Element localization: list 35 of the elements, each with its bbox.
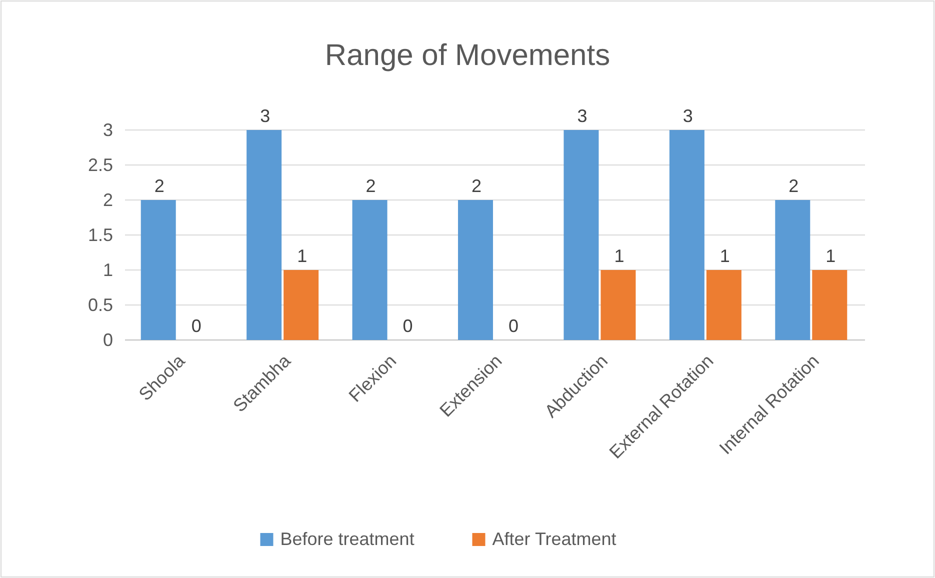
y-tick-label: 1 [102,260,113,280]
data-label: 2 [366,176,376,196]
legend-label: After Treatment [492,529,616,549]
bar [812,270,848,340]
data-label: 3 [260,106,270,126]
bar [458,200,493,340]
legend-label: Before treatment [280,529,414,549]
data-label: 0 [191,316,202,336]
data-label: 3 [577,106,588,126]
bar [284,270,319,340]
y-tick-label: 0 [102,330,113,350]
data-label: 2 [788,176,799,196]
data-label: 0 [402,316,413,336]
data-label: 1 [297,246,308,266]
data-label: 0 [508,316,519,336]
y-tick-label: 3 [102,120,113,140]
bar [140,200,176,340]
data-label: 2 [471,176,482,196]
data-label: 1 [826,246,836,266]
chart-title: Range of Movements [324,39,610,72]
y-tick-label: 0.5 [88,295,113,315]
data-label: 2 [154,176,164,196]
data-label: 1 [720,246,730,266]
bar [246,130,282,340]
bar [564,130,599,340]
bar [352,200,388,340]
y-tick-label: 2 [102,190,113,210]
bar [669,130,704,340]
y-tick-label: 1.5 [88,225,113,245]
data-label: 1 [614,246,624,266]
bar [706,270,742,340]
data-label: 3 [682,106,693,126]
bar [775,200,810,340]
y-tick-label: 2.5 [88,155,113,175]
bar [600,270,636,340]
